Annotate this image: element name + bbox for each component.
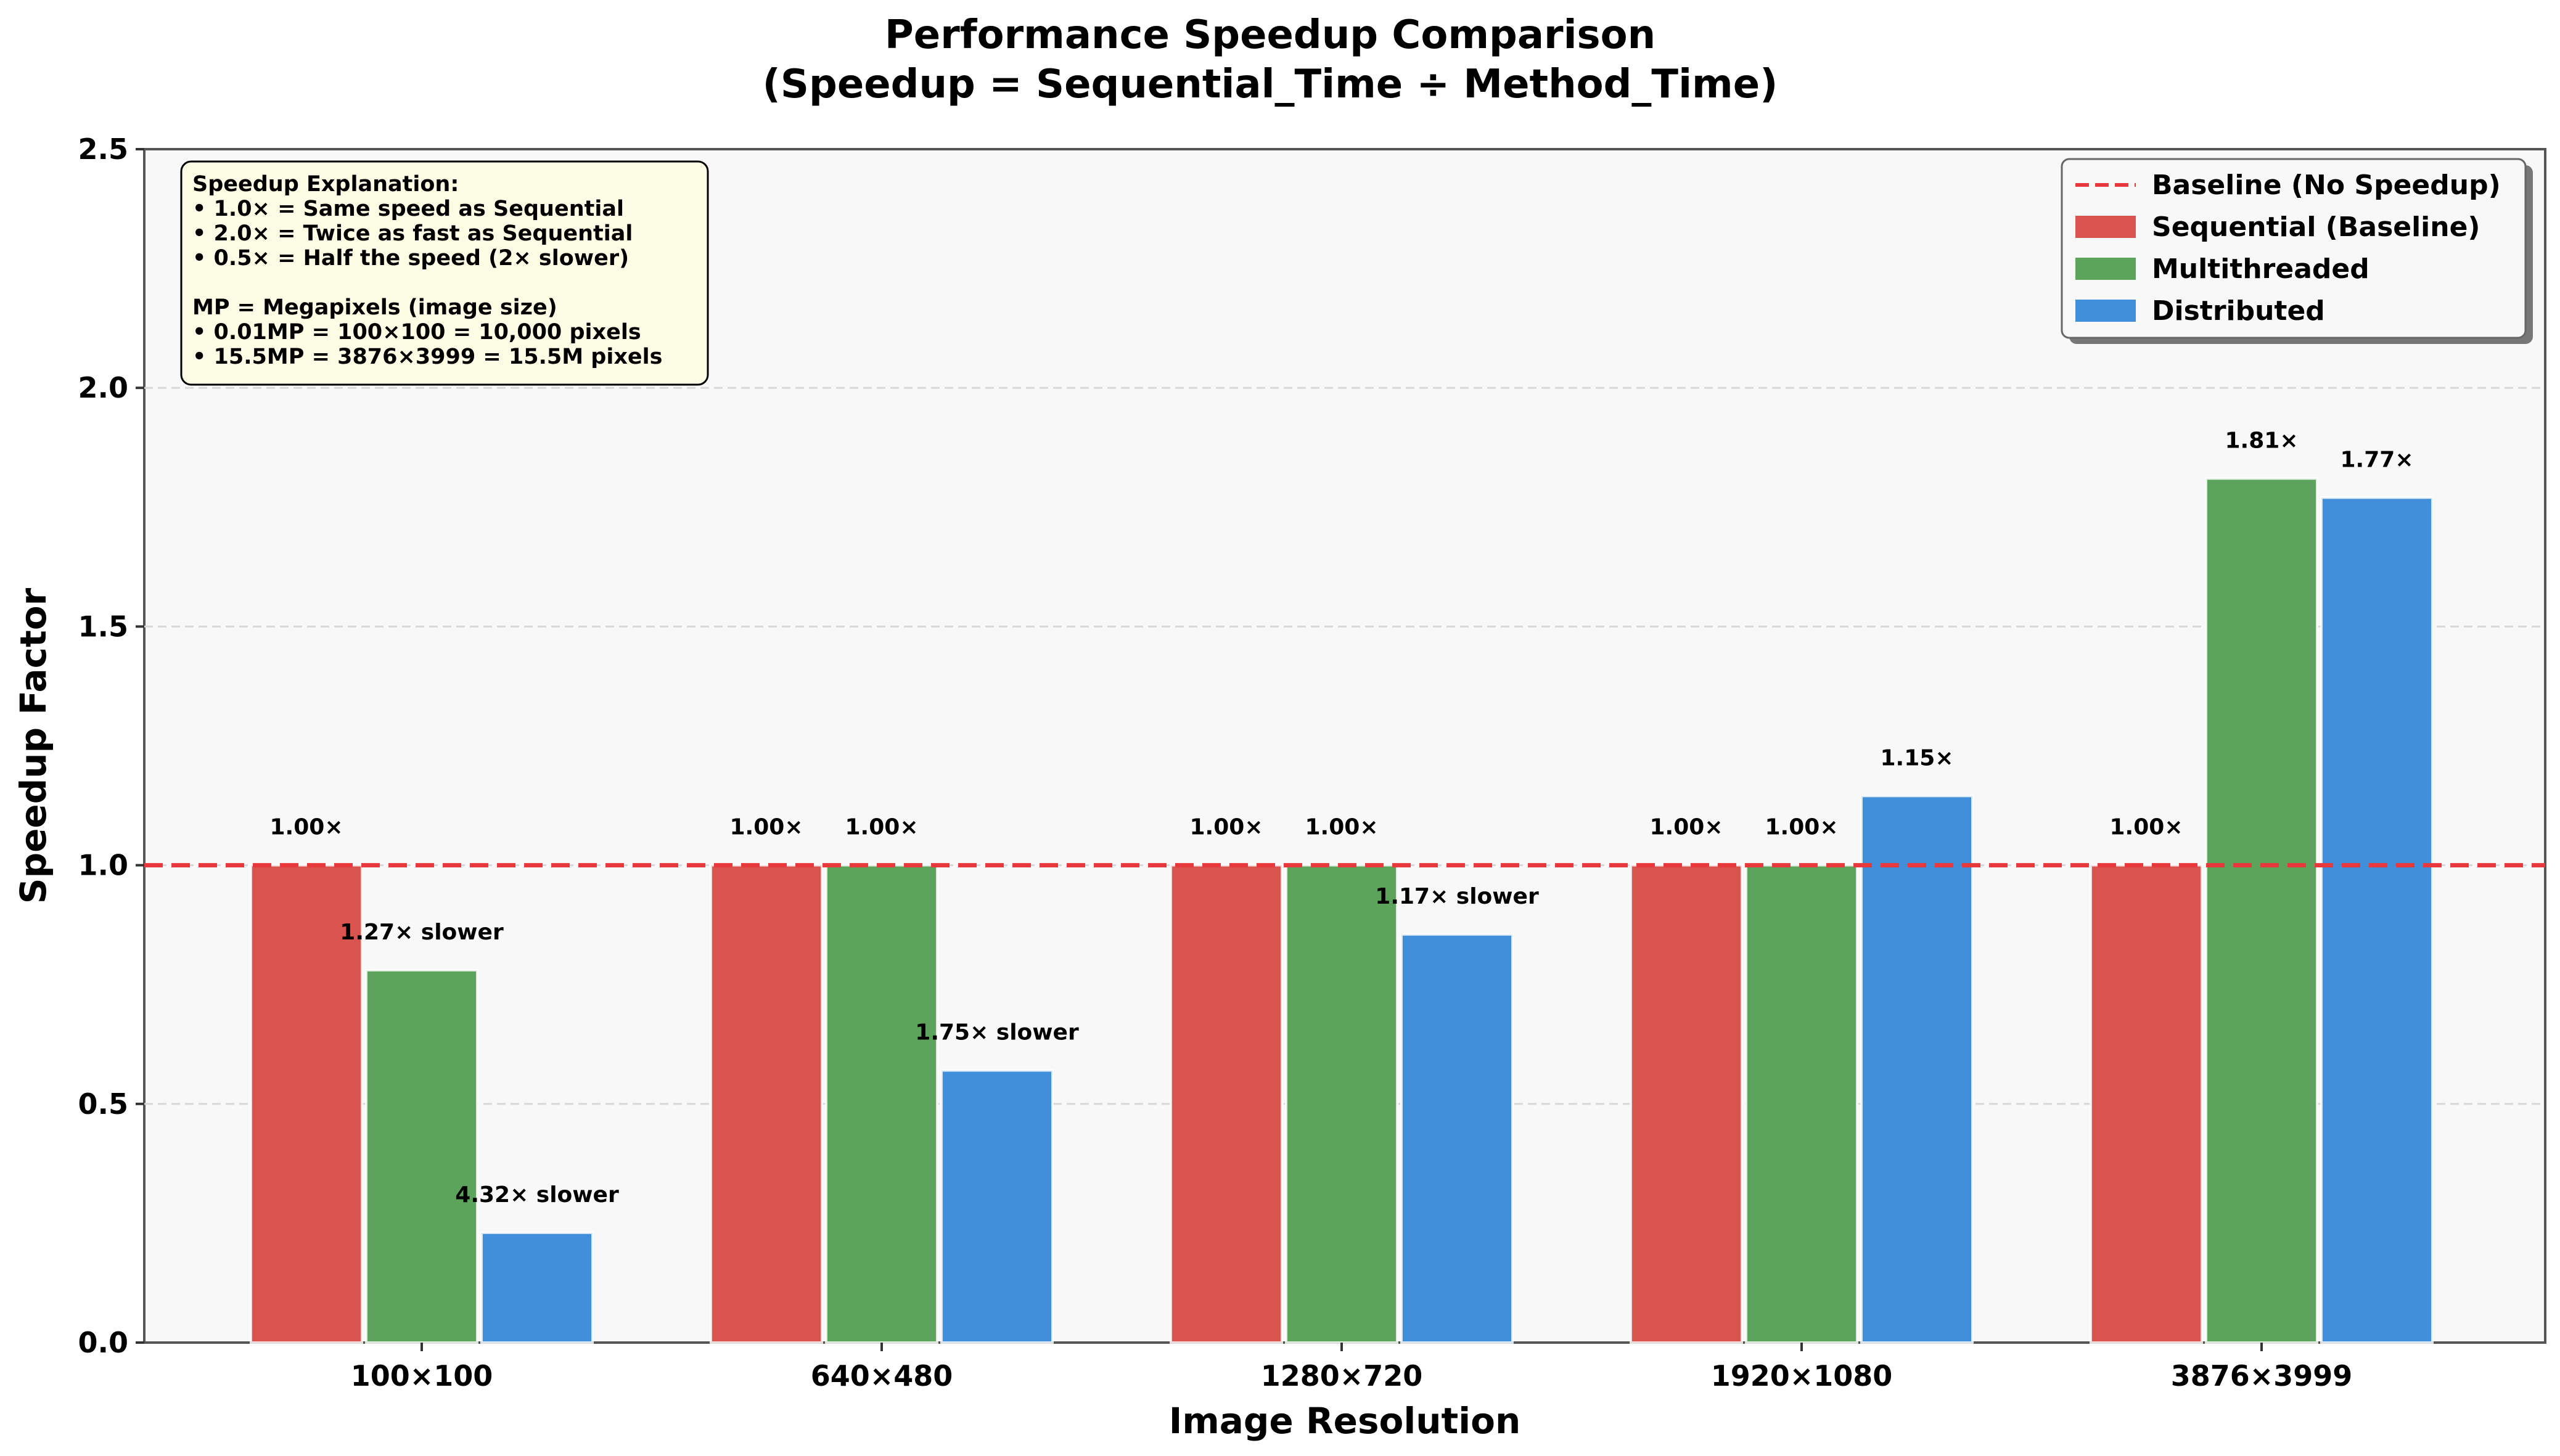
bar-sequential-baseline--0 [250, 864, 363, 1344]
speedup-explanation-box: Speedup Explanation:• 1.0× = Same speed … [180, 160, 709, 386]
x-axis-label: Image Resolution [1169, 1400, 1520, 1442]
bar-multithreaded-2 [1285, 864, 1398, 1344]
bar-sequential-baseline--4 [2090, 864, 2203, 1344]
y-tick-label: 2.0 [78, 371, 129, 404]
legend-label: Sequential (Baseline) [2152, 211, 2480, 243]
x-axis-ticks: 100×100 640×480 1280×720 1920×1080 3876×3999 [351, 1343, 2353, 1393]
bar-value-label: 1.81× [2225, 428, 2299, 453]
x-tick-label: 100×100 [351, 1359, 493, 1393]
bar-sequential-baseline--2 [1170, 864, 1283, 1344]
y-tick-label: 1.5 [78, 610, 129, 643]
bar-value-label: 4.32× slower [455, 1182, 619, 1208]
bar-multithreaded-4 [2205, 477, 2318, 1344]
bar-multithreaded-1 [825, 864, 938, 1344]
legend-swatch [2075, 216, 2136, 238]
y-tick-label: 0.5 [78, 1087, 129, 1121]
chart-title-line1: Performance Speedup Comparison [885, 12, 1655, 58]
bar-value-label: 1.77× [2341, 447, 2414, 472]
x-tick-label: 640×480 [811, 1359, 953, 1393]
bar-value-label: 1.00× [2110, 815, 2183, 840]
y-tick-label: 2.5 [78, 133, 129, 166]
bar-value-label: 1.00× [845, 815, 919, 840]
legend-label: Distributed [2152, 295, 2325, 327]
y-tick-label: 0.0 [78, 1326, 129, 1359]
explanation-line: • 0.01MP = 100×100 = 10,000 pixels [192, 320, 641, 345]
explanation-line: MP = Megapixels (image size) [192, 295, 557, 320]
chart-title-line2: (Speedup = Sequential_Time ÷ Method_Time… [763, 62, 1778, 107]
bar-value-label: 1.15× [1881, 745, 1954, 771]
data-labels: 1.00× 1.00× 1.00× 1.00× 1.00× 1.27× slower 1.0… [270, 428, 2414, 1208]
legend: Baseline (No Speedup) Sequential (Baselin… [2061, 158, 2533, 344]
legend-swatch [2075, 258, 2136, 280]
legend-swatch [2075, 300, 2136, 322]
legend-frame [2061, 158, 2527, 339]
bar-value-label: 1.75× slower [915, 1020, 1079, 1045]
bar-value-label: 1.17× slower [1375, 884, 1539, 909]
bar-value-label: 1.00× [1765, 815, 1839, 840]
explanation-line: Speedup Explanation: [192, 172, 459, 197]
explanation-line: • 2.0× = Twice as fast as Sequential [192, 221, 633, 246]
bar-multithreaded-3 [1745, 864, 1858, 1344]
bar-sequential-baseline--1 [710, 864, 823, 1344]
bar-distributed-0 [480, 1231, 594, 1344]
explanation-line: • 15.5MP = 3876×3999 = 15.5M pixels [192, 345, 663, 369]
bar-sequential-baseline--3 [1630, 864, 1743, 1344]
bar-value-label: 1.27× slower [340, 920, 504, 945]
y-tick-label: 1.0 [78, 849, 129, 882]
bar-distributed-1 [940, 1069, 1054, 1344]
bar-distributed-3 [1860, 795, 1974, 1344]
explanation-box-frame [180, 160, 709, 386]
legend-label: Baseline (No Speedup) [2152, 170, 2501, 201]
x-tick-label: 1280×720 [1261, 1359, 1423, 1393]
bar-distributed-2 [1400, 933, 1514, 1344]
explanation-line: • 0.5× = Half the speed (2× slower) [192, 246, 629, 271]
legend-label: Multithreaded [2152, 253, 2369, 285]
bar-distributed-4 [2320, 496, 2434, 1344]
bar-value-label: 1.00× [1305, 815, 1379, 840]
bar-multithreaded-0 [365, 968, 478, 1344]
bar-value-label: 1.00× [270, 815, 343, 840]
bars [250, 477, 2434, 1344]
x-tick-label: 1920×1080 [1711, 1359, 1893, 1393]
y-axis-ticks: 0.0 0.5 1.0 1.5 2.0 2.5 [78, 133, 144, 1359]
bar-value-label: 1.00× [730, 815, 803, 840]
x-tick-label: 3876×3999 [2171, 1359, 2353, 1393]
y-axis-label: Speedup Factor [12, 587, 54, 904]
bar-value-label: 1.00× [1650, 815, 1723, 840]
bar-value-label: 1.00× [1190, 815, 1263, 840]
explanation-line: • 1.0× = Same speed as Sequential [192, 197, 624, 221]
